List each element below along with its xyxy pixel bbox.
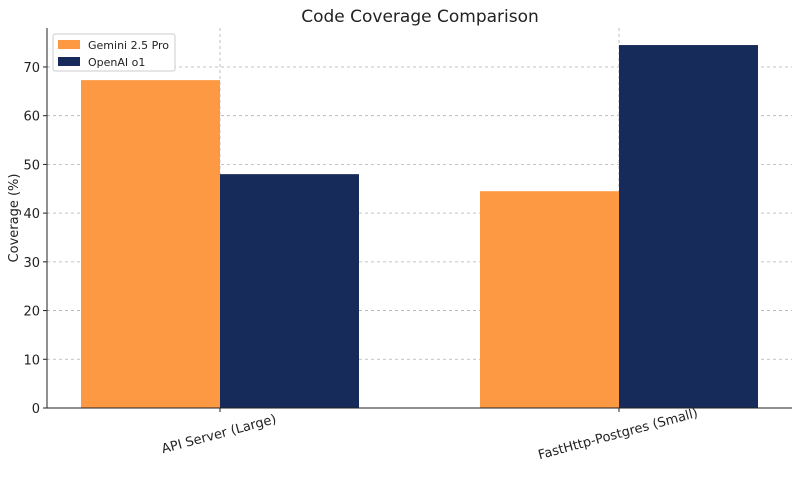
legend-label: Gemini 2.5 Pro bbox=[88, 39, 169, 52]
chart-title: Code Coverage Comparison bbox=[301, 7, 539, 27]
x-category-label: API Server (Large) bbox=[160, 412, 278, 457]
y-tick-label: 10 bbox=[23, 353, 40, 368]
legend-swatch bbox=[58, 57, 80, 66]
legend: Gemini 2.5 Pro OpenAI o1 bbox=[52, 33, 176, 72]
bar bbox=[619, 45, 758, 409]
y-tick-label: 20 bbox=[23, 305, 40, 320]
x-category-labels: API Server (Large) FastHttp-Postgres (Sma… bbox=[160, 406, 700, 463]
bars bbox=[81, 45, 758, 409]
bar bbox=[220, 174, 359, 408]
bar bbox=[480, 191, 619, 408]
y-tick-label: 0 bbox=[32, 402, 40, 417]
bar bbox=[81, 80, 220, 408]
legend-box bbox=[52, 33, 176, 72]
y-tick-label: 50 bbox=[23, 158, 40, 173]
y-tick-label: 30 bbox=[23, 256, 40, 271]
y-tick-label: 60 bbox=[23, 110, 40, 125]
y-ticks: 0 10 20 30 40 50 60 70 bbox=[23, 61, 47, 417]
x-category-label: FastHttp-Postgres (Small) bbox=[537, 406, 700, 463]
axes bbox=[46, 28, 792, 409]
y-axis-label: Coverage (%) bbox=[7, 174, 22, 263]
legend-label: OpenAI o1 bbox=[88, 56, 145, 69]
y-tick-label: 70 bbox=[23, 61, 40, 76]
legend-swatch bbox=[58, 40, 80, 49]
y-tick-label: 40 bbox=[23, 207, 40, 222]
